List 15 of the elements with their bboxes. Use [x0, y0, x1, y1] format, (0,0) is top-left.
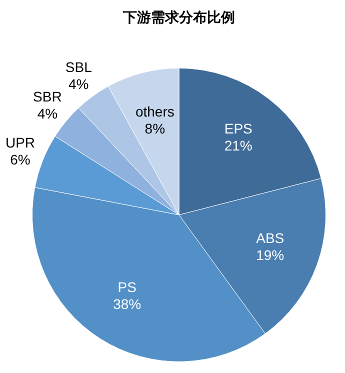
slice-label: others: [135, 103, 174, 120]
data-label: 4%: [37, 105, 58, 122]
data-label: 4%: [68, 76, 89, 92]
data-label: 6%: [10, 151, 30, 168]
data-label: 19%: [256, 247, 284, 264]
data-label: 38%: [113, 296, 142, 312]
data-label: 8%: [144, 120, 166, 136]
slice-label: SBL: [65, 59, 92, 76]
slice-label: EPS: [224, 120, 252, 137]
slice-label: PS: [118, 279, 136, 296]
slice-label: SBR: [33, 88, 62, 104]
data-label: 21%: [224, 138, 252, 154]
slice-label: UPR: [5, 134, 36, 150]
chart-title: 下游需求分布比例: [122, 10, 235, 26]
slice-label: ABS: [256, 230, 284, 246]
